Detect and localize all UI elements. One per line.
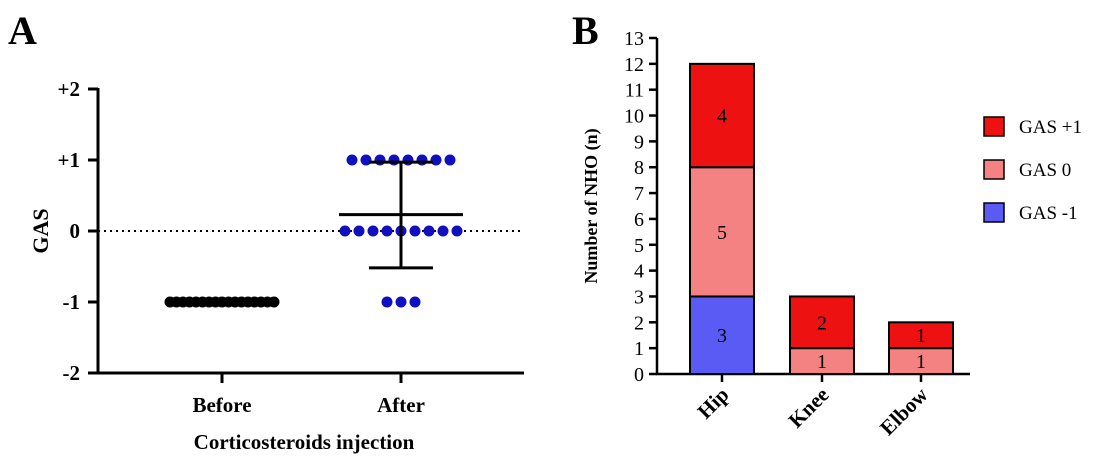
panel-a-mean-sd bbox=[339, 160, 463, 270]
panel-a-y-tick-label: -2 bbox=[63, 361, 81, 385]
panel-b-y-tick-label: 13 bbox=[624, 28, 644, 50]
panel-b-legend: GAS +1 GAS 0 GAS -1 bbox=[983, 116, 1082, 224]
bar-segment-label: 4 bbox=[717, 106, 727, 128]
panel-b-y-tick-label: 0 bbox=[634, 364, 644, 386]
bar-segment bbox=[789, 295, 855, 350]
point-after bbox=[367, 225, 379, 237]
bar-segment bbox=[689, 166, 755, 298]
point-before bbox=[268, 296, 280, 308]
panel-b-y-tick-label: 11 bbox=[625, 80, 644, 102]
legend-label: GAS +1 bbox=[1019, 117, 1082, 138]
panel-b-y-tick-label: 10 bbox=[624, 106, 644, 128]
panel-a-letter: A bbox=[8, 8, 37, 53]
point-after bbox=[402, 154, 414, 166]
legend-label: GAS 0 bbox=[1019, 160, 1071, 181]
point-after bbox=[388, 154, 400, 166]
legend-label: GAS -1 bbox=[1019, 203, 1078, 224]
point-after bbox=[444, 154, 456, 166]
panel-a-scatter: GAS Corticosteroids injection -2-10+1+2 … bbox=[28, 77, 524, 454]
panel-b-y-tick-label: 4 bbox=[634, 261, 644, 283]
point-after bbox=[423, 225, 435, 237]
legend-swatch bbox=[983, 202, 1005, 223]
bar-segment-label: 3 bbox=[717, 325, 727, 347]
panel-a-x-axis-title: Corticosteroids injection bbox=[194, 430, 415, 454]
point-after bbox=[451, 225, 463, 237]
panel-a-points bbox=[164, 154, 463, 308]
point-after bbox=[339, 225, 351, 237]
point-after bbox=[360, 154, 372, 166]
panel-a-y-axis-title: GAS bbox=[28, 208, 53, 253]
panel-a-y-tick-label: +1 bbox=[58, 148, 80, 172]
point-after bbox=[437, 225, 449, 237]
point-after bbox=[430, 154, 442, 166]
panel-b-letter: B bbox=[572, 8, 599, 53]
point-after bbox=[381, 225, 393, 237]
bar-segment bbox=[888, 321, 954, 350]
panel-b-y-tick-label: 12 bbox=[624, 54, 644, 76]
panel-b-y-tick-label: 2 bbox=[634, 312, 644, 334]
legend-swatch bbox=[983, 159, 1005, 180]
panel-b-y-tick-label: 8 bbox=[634, 157, 644, 179]
bar-segment bbox=[689, 62, 755, 169]
panel-a-y-tick-label: 0 bbox=[70, 219, 81, 243]
panel-a-y-tick-label: -1 bbox=[63, 290, 81, 314]
bar-segment bbox=[689, 295, 755, 376]
point-after bbox=[416, 154, 428, 166]
bar-segment-label: 1 bbox=[916, 325, 926, 347]
point-after bbox=[353, 225, 365, 237]
panel-a-y-tick-label: +2 bbox=[58, 77, 80, 101]
panel-a-y-ticks: -2 -1 0 +1 +2 bbox=[58, 77, 98, 385]
bar-segment-label: 1 bbox=[916, 351, 926, 373]
legend-swatch bbox=[983, 116, 1005, 137]
panel-b-y-tick-label: 5 bbox=[634, 235, 644, 257]
panel-b-x-categories: Hip Knee Elbow bbox=[693, 374, 933, 440]
panel-a-x-categories: Before After bbox=[192, 373, 425, 417]
panel-a-x-tick-label: Before bbox=[192, 393, 251, 417]
bar-segment-label: 2 bbox=[817, 312, 827, 334]
bar-segment-label: 1 bbox=[817, 351, 827, 373]
panel-b-y-tick-label: 3 bbox=[634, 286, 644, 308]
panel-b-y-axis-title: Number of NHO (n) bbox=[581, 128, 602, 283]
point-after bbox=[395, 296, 407, 308]
panel-b-bars: 3 5 4 1 2 1 1 bbox=[689, 62, 954, 376]
point-after bbox=[374, 154, 386, 166]
panel-b-y-tick-label: 7 bbox=[634, 183, 644, 205]
panel-b-y-tick-label: 9 bbox=[634, 131, 644, 153]
point-after bbox=[409, 225, 421, 237]
panel-b-y-tick-label: 1 bbox=[634, 338, 644, 360]
point-after bbox=[346, 154, 358, 166]
panel-b-y-tick-label: 6 bbox=[634, 209, 644, 231]
panel-b-x-tick-label: Hip bbox=[693, 383, 734, 424]
panel-a-x-tick-label: After bbox=[377, 393, 425, 417]
point-after bbox=[381, 296, 393, 308]
panel-b-x-tick-label: Elbow bbox=[875, 382, 933, 440]
panel-b-x-tick-label: Knee bbox=[784, 383, 834, 433]
point-after bbox=[409, 296, 421, 308]
bar-segment-label: 5 bbox=[717, 222, 727, 244]
